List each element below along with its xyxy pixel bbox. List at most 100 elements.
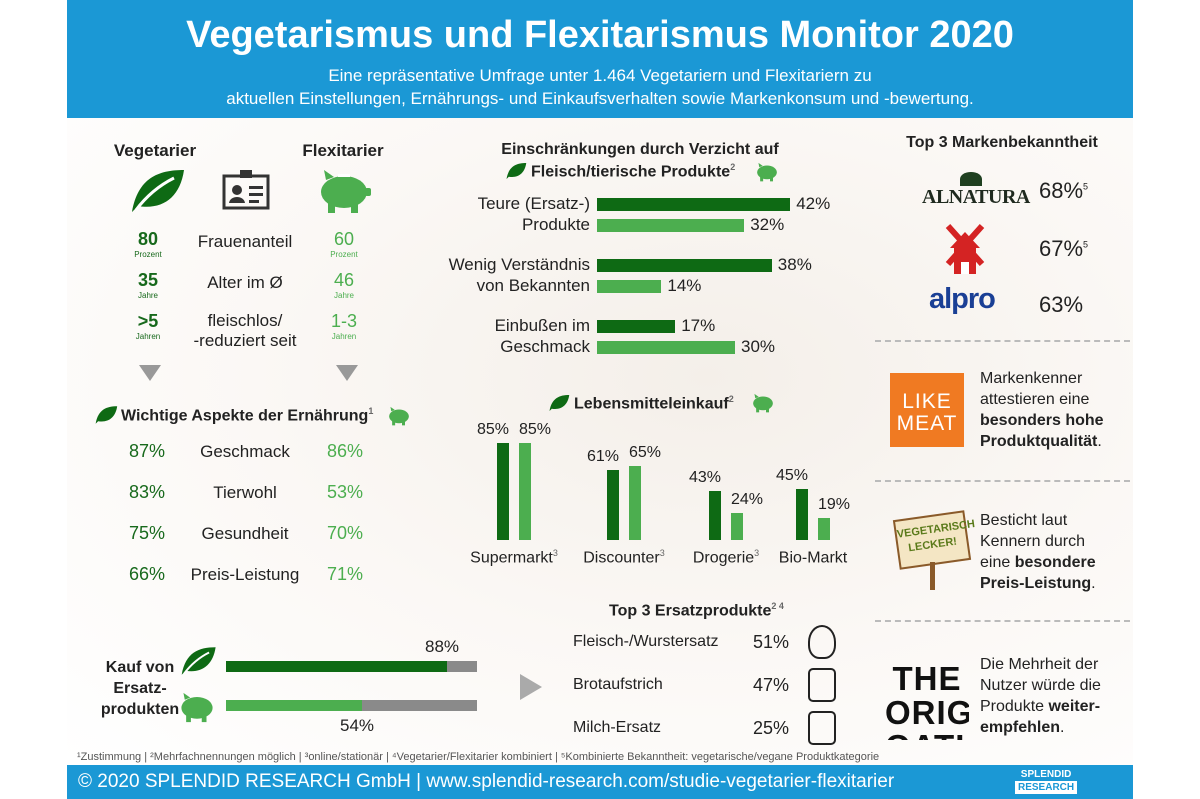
note-oatly: Die Mehrheit der Nutzer würde die Produkte… bbox=[980, 656, 1101, 736]
down-arrow-icon bbox=[336, 365, 358, 381]
label-alter: Alter im Ø bbox=[207, 273, 283, 292]
aspect-label: Geschmack bbox=[200, 442, 290, 461]
kauf-veg-track bbox=[226, 661, 477, 672]
chart2-value-label: 61% bbox=[586, 448, 619, 466]
label-frauenanteil: Frauenanteil bbox=[197, 232, 293, 251]
chart2-bar bbox=[629, 465, 641, 540]
aspect-veg-value: 75% bbox=[129, 523, 166, 543]
flex-seit: 1-3 bbox=[330, 311, 358, 331]
alnatura-logo: ALNATURA bbox=[922, 172, 1030, 209]
chart1-value-label: 30% bbox=[741, 337, 776, 356]
aspect-flex-value: 70% bbox=[327, 523, 364, 543]
milk-carton-icon bbox=[808, 711, 836, 745]
divider bbox=[875, 480, 1130, 482]
vegetarier-heading: Vegetarier bbox=[113, 141, 197, 160]
footnotes: ¹Zustimmung | ²Mehrfachnennungen möglich… bbox=[77, 751, 880, 763]
chart2-category-label: Discounter3 bbox=[583, 548, 665, 567]
footer-text: © 2020 SPLENDID RESEARCH GmbH | www.sple… bbox=[78, 771, 895, 792]
chart2-value-label: 85% bbox=[519, 421, 552, 439]
divider bbox=[875, 340, 1130, 342]
vegetarisch-lecker-logo: VEGETARISCH LECKER! bbox=[892, 510, 976, 570]
label-fleischlos: fleischlos/ bbox=[207, 311, 283, 330]
chart2-bar bbox=[818, 518, 830, 540]
leaf-icon bbox=[95, 406, 118, 424]
chart1-bar bbox=[597, 280, 662, 293]
ersatz-label: Fleisch-/Wurstersatz bbox=[573, 633, 719, 650]
footer: © 2020 SPLENDID RESEARCH GmbH | www.sple… bbox=[67, 765, 1133, 799]
brands-title: Top 3 Markenbekanntheit bbox=[906, 134, 1098, 151]
ersatz-value: 51% bbox=[753, 632, 790, 652]
flex-alter: 46 bbox=[333, 270, 355, 290]
chart1-value-label: 42% bbox=[796, 194, 831, 213]
splendid-research-logo: SPLENDID RESEARCH bbox=[1015, 768, 1078, 794]
chart2-bar bbox=[731, 512, 743, 540]
veg-seit: >5 bbox=[137, 311, 159, 331]
chart1-title-line2: Fleisch/tierische Produkte2 bbox=[531, 162, 736, 181]
ersatz-value: 25% bbox=[753, 718, 790, 738]
ersatz-value: 47% bbox=[753, 675, 790, 695]
leaf-icon bbox=[132, 170, 184, 212]
aspect-veg-value: 87% bbox=[129, 441, 166, 461]
down-arrow-icon bbox=[139, 365, 161, 381]
chart1-value-label: 17% bbox=[681, 316, 716, 335]
chart2-value-label: 43% bbox=[688, 468, 721, 486]
label-reduziert: -reduziert seit bbox=[193, 331, 297, 350]
veg-frauen-unit: Prozent bbox=[134, 250, 162, 259]
alpro-value: 63% bbox=[1039, 292, 1084, 317]
kauf-veg-value: 88% bbox=[425, 637, 460, 656]
piggy-bank-icon bbox=[181, 692, 213, 723]
sign-post bbox=[930, 562, 935, 590]
kauf-label: Kauf von Ersatz-produkten bbox=[100, 659, 180, 718]
chart1-category-label: Produkte bbox=[521, 215, 590, 234]
windmill-logo bbox=[945, 224, 985, 274]
aspect-flex-value: 53% bbox=[327, 482, 364, 502]
chart2-value-label: 19% bbox=[818, 496, 851, 514]
divider bbox=[875, 620, 1130, 622]
note-vegetarisch: Besticht laut Kennern durch eine besondere… bbox=[980, 512, 1096, 592]
piggy-bank-icon bbox=[753, 393, 773, 413]
jar-icon bbox=[808, 668, 836, 702]
aspect-label: Preis-Leistung bbox=[190, 565, 300, 584]
chart2-category-label: Supermarkt3 bbox=[470, 548, 558, 567]
header: Vegetarismus und Flexitarismus Monitor 2… bbox=[67, 0, 1133, 118]
page-title: Vegetarismus und Flexitarismus Monitor 2… bbox=[186, 14, 1014, 56]
chart1-category-label: Geschmack bbox=[500, 337, 590, 356]
chart1-bar bbox=[597, 259, 772, 272]
chart2-value-label: 65% bbox=[629, 443, 662, 461]
like-meat-logo: LIKE MEAT bbox=[890, 373, 964, 447]
chart2-bar bbox=[796, 488, 808, 540]
kauf-flex-track bbox=[226, 700, 477, 711]
leaf-icon bbox=[506, 163, 527, 179]
chart1-category-label: Wenig Verständnis bbox=[448, 255, 590, 274]
leaf-icon bbox=[181, 647, 216, 675]
piggy-bank-icon bbox=[389, 406, 409, 426]
chart2-category-label: Drogerie3 bbox=[692, 548, 760, 567]
id-card-icon bbox=[222, 170, 270, 210]
chart2-bar bbox=[519, 443, 531, 540]
chart1-category-label: von Bekannten bbox=[476, 276, 590, 295]
veg-alter-unit: Jahre bbox=[137, 291, 159, 300]
flex-seit-unit: Jahren bbox=[331, 332, 357, 341]
chart2-bar bbox=[709, 490, 721, 540]
chart1-category-label: Einbußen im bbox=[494, 316, 590, 335]
subtitle-line1: Eine repräsentative Umfrage unter 1.464 … bbox=[328, 66, 872, 85]
chart1-value-label: 38% bbox=[777, 255, 812, 274]
leaf-icon bbox=[549, 395, 570, 411]
chart1-value-label: 14% bbox=[667, 276, 702, 295]
chart2-value-label: 24% bbox=[731, 490, 764, 508]
chart2-value-label: 45% bbox=[775, 466, 808, 484]
chicken-leg-icon bbox=[808, 625, 836, 659]
ersatz-label: Brotaufstrich bbox=[573, 676, 663, 693]
chart1-bar bbox=[597, 219, 745, 232]
chart1-bar bbox=[597, 341, 735, 354]
chart1-title: Einschränkungen durch Verzicht auf bbox=[501, 141, 779, 158]
aspect-veg-value: 66% bbox=[129, 564, 166, 584]
note-likemeat: Markenkenner attestieren eine besonders ho… bbox=[980, 370, 1104, 450]
flex-frauen: 60 bbox=[333, 229, 355, 249]
aspects-title: Wichtige Aspekte der Ernährung1 bbox=[121, 406, 374, 425]
veg-seit-unit: Jahren bbox=[135, 332, 161, 341]
aspect-label: Gesundheit bbox=[201, 524, 289, 543]
chart2-bar bbox=[607, 470, 619, 540]
windmill-value: 67%5 bbox=[1039, 236, 1089, 261]
kauf-flex-value: 54% bbox=[340, 716, 375, 735]
